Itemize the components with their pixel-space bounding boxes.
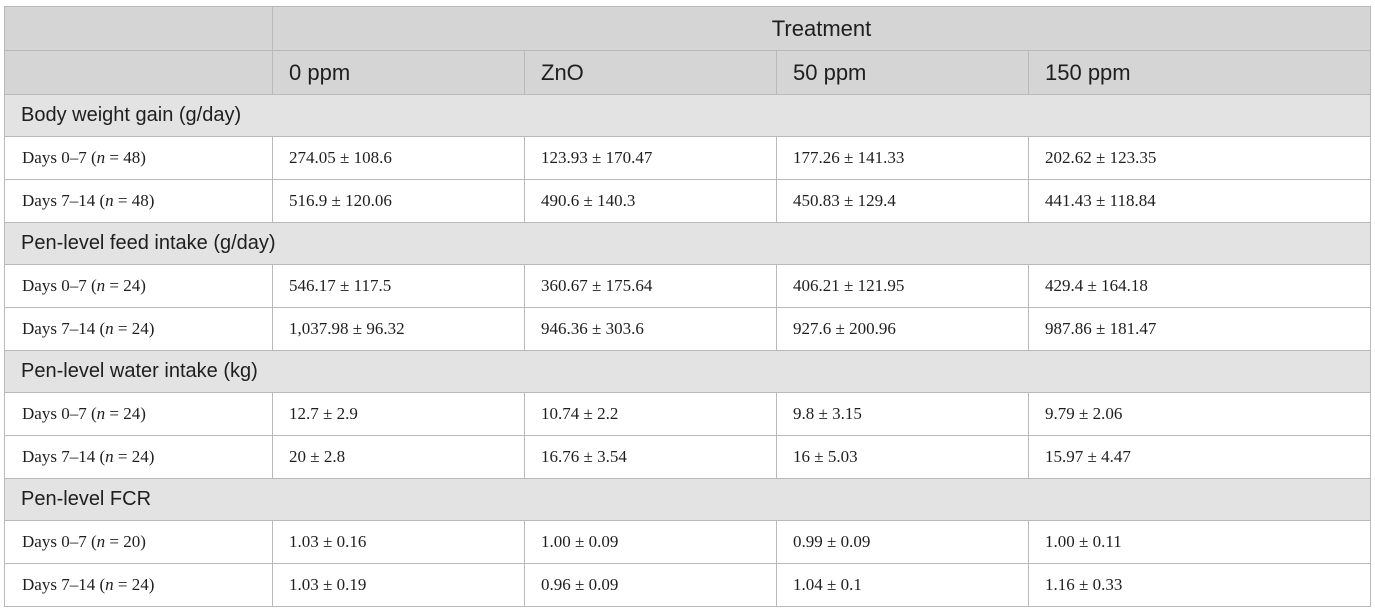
- header-row-columns: 0 ppm ZnO 50 ppm 150 ppm: [4, 50, 1372, 95]
- table-cell: 10.74 ± 2.2: [524, 392, 777, 436]
- row-n-value: = 24): [113, 447, 155, 466]
- table-cell: 0.96 ± 0.09: [524, 563, 777, 607]
- row-period: Days 7–14 (: [22, 575, 106, 594]
- row-n-symbol: n: [105, 191, 114, 210]
- row-period: Days 7–14 (: [22, 319, 106, 338]
- section-row: Body weight gain (g/day): [3, 94, 1372, 137]
- results-table: Treatment 0 ppm ZnO 50 ppm 150 ppm Body …: [3, 6, 1372, 607]
- table-cell: 16.76 ± 3.54: [524, 435, 777, 479]
- table-cell: 12.7 ± 2.9: [272, 392, 525, 436]
- row-n-value: = 20): [105, 532, 146, 551]
- header-corner-cell: [4, 6, 273, 51]
- section-title: Pen-level water intake (kg): [3, 350, 1372, 393]
- row-period: Days 7–14 (: [22, 447, 106, 466]
- row-n-symbol: n: [105, 447, 114, 466]
- table-cell: 927.6 ± 200.96: [776, 307, 1029, 351]
- row-n-symbol: n: [96, 148, 106, 167]
- table-row: Days 7–14 (n = 24) 1.03 ± 0.19 0.96 ± 0.09…: [4, 563, 1372, 607]
- row-period: Days 7–14 (: [22, 191, 106, 210]
- table-cell: 1.00 ± 0.09: [524, 520, 777, 564]
- header-blank-cell: [4, 50, 273, 95]
- row-n-value: = 24): [105, 276, 146, 295]
- table-cell: 123.93 ± 170.47: [524, 136, 777, 180]
- table-cell: 1,037.98 ± 96.32: [272, 307, 525, 351]
- row-n-value: = 24): [113, 575, 155, 594]
- section-row: Pen-level feed intake (g/day): [3, 222, 1372, 265]
- row-period: Days 0–7 (: [22, 532, 97, 551]
- table-cell: 0.99 ± 0.09: [776, 520, 1029, 564]
- row-label: Days 0–7 (n = 24): [4, 264, 273, 308]
- row-n-symbol: n: [96, 532, 106, 551]
- table-row: Days 7–14 (n = 48) 516.9 ± 120.06 490.6 ± …: [4, 179, 1372, 223]
- table-cell: 1.03 ± 0.19: [272, 563, 525, 607]
- table-cell: 406.21 ± 121.95: [776, 264, 1029, 308]
- table-cell: 20 ± 2.8: [272, 435, 525, 479]
- row-n-value: = 48): [105, 148, 146, 167]
- table-cell: 441.43 ± 118.84: [1027, 179, 1372, 223]
- table-cell: 15.97 ± 4.47: [1027, 435, 1372, 479]
- table-cell: 1.03 ± 0.16: [272, 520, 525, 564]
- table-cell: 490.6 ± 140.3: [524, 179, 777, 223]
- table-cell: 429.4 ± 164.18: [1027, 264, 1372, 308]
- table-row: Days 7–14 (n = 24) 20 ± 2.8 16.76 ± 3.54 16…: [4, 435, 1372, 479]
- row-label: Days 0–7 (n = 20): [4, 520, 273, 564]
- table-cell: 1.00 ± 0.11: [1027, 520, 1372, 564]
- section-title: Body weight gain (g/day): [3, 94, 1372, 137]
- table-row: Days 0–7 (n = 24) 12.7 ± 2.9 10.74 ± 2.2 9.…: [4, 392, 1372, 436]
- row-n-symbol: n: [96, 404, 106, 423]
- table-cell: 450.83 ± 129.4: [776, 179, 1029, 223]
- table-cell: 202.62 ± 123.35: [1027, 136, 1372, 180]
- table-cell: 9.79 ± 2.06: [1027, 392, 1372, 436]
- section-title: Pen-level FCR: [3, 478, 1372, 521]
- row-label: Days 7–14 (n = 24): [4, 307, 273, 351]
- section-title: Pen-level feed intake (g/day): [3, 222, 1372, 265]
- table-cell: 516.9 ± 120.06: [272, 179, 525, 223]
- table-row: Days 0–7 (n = 24) 546.17 ± 117.5 360.67 ± …: [4, 264, 1372, 308]
- table-row: Days 0–7 (n = 20) 1.03 ± 0.16 1.00 ± 0.09 0…: [4, 520, 1372, 564]
- table-cell: 946.36 ± 303.6: [524, 307, 777, 351]
- row-n-value: = 48): [113, 191, 155, 210]
- row-period: Days 0–7 (: [22, 276, 97, 295]
- row-label: Days 7–14 (n = 48): [4, 179, 273, 223]
- table-cell: 546.17 ± 117.5: [272, 264, 525, 308]
- table-cell: 360.67 ± 175.64: [524, 264, 777, 308]
- table-row: Days 0–7 (n = 48) 274.05 ± 108.6 123.93 ± …: [4, 136, 1372, 180]
- row-period: Days 0–7 (: [22, 148, 97, 167]
- header-row-treatment: Treatment: [4, 6, 1372, 51]
- row-label: Days 7–14 (n = 24): [4, 435, 273, 479]
- row-n-symbol: n: [96, 276, 106, 295]
- table-cell: 9.8 ± 3.15: [776, 392, 1029, 436]
- row-label: Days 0–7 (n = 48): [4, 136, 273, 180]
- column-header-0ppm: 0 ppm: [272, 50, 525, 95]
- column-header-150ppm: 150 ppm: [1027, 50, 1372, 95]
- row-label: Days 0–7 (n = 24): [4, 392, 273, 436]
- table-cell: 177.26 ± 141.33: [776, 136, 1029, 180]
- table-cell: 1.04 ± 0.1: [776, 563, 1029, 607]
- table-row: Days 7–14 (n = 24) 1,037.98 ± 96.32 946.36…: [4, 307, 1372, 351]
- row-n-value: = 24): [113, 319, 155, 338]
- row-n-symbol: n: [105, 319, 114, 338]
- table-cell: 1.16 ± 0.33: [1027, 563, 1372, 607]
- row-n-symbol: n: [105, 575, 114, 594]
- section-row: Pen-level FCR: [3, 478, 1372, 521]
- table-cell: 16 ± 5.03: [776, 435, 1029, 479]
- treatment-header: Treatment: [271, 6, 1372, 51]
- row-period: Days 0–7 (: [22, 404, 97, 423]
- section-row: Pen-level water intake (kg): [3, 350, 1372, 393]
- row-n-value: = 24): [105, 404, 146, 423]
- column-header-zno: ZnO: [524, 50, 777, 95]
- table-cell: 987.86 ± 181.47: [1027, 307, 1372, 351]
- row-label: Days 7–14 (n = 24): [4, 563, 273, 607]
- column-header-50ppm: 50 ppm: [776, 50, 1029, 95]
- table-cell: 274.05 ± 108.6: [272, 136, 525, 180]
